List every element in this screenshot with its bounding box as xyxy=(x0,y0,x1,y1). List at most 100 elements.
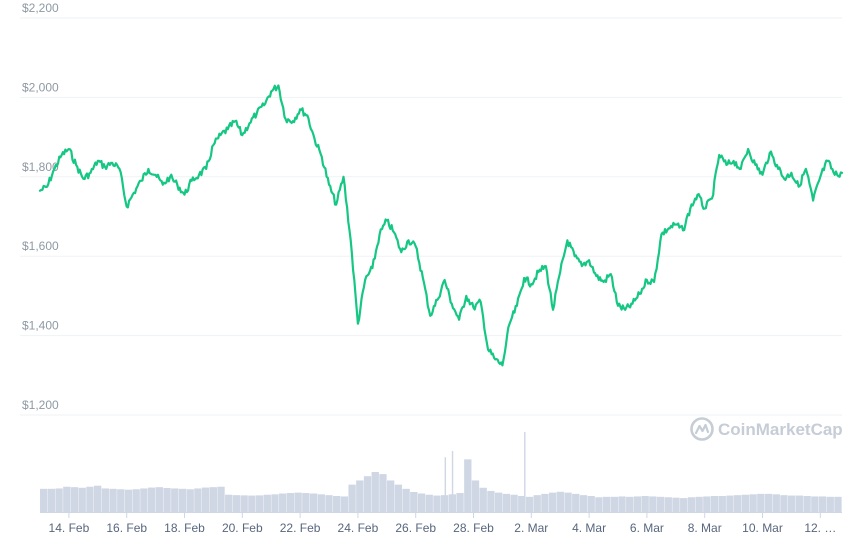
volume-bar xyxy=(803,496,811,512)
volume-bar xyxy=(494,492,503,512)
coinmarketcap-logo-icon xyxy=(690,417,714,441)
volume-bar xyxy=(548,492,557,512)
volume-bar xyxy=(356,480,364,512)
volume-bar xyxy=(40,488,48,512)
volume-bar xyxy=(240,495,248,512)
volume-bar xyxy=(394,484,403,512)
volume-bar xyxy=(186,489,194,512)
volume-bar xyxy=(456,493,464,512)
x-tick-label: 16. Feb xyxy=(106,521,147,535)
y-tick-label: $2,200 xyxy=(22,1,59,15)
volume-bar xyxy=(687,497,696,512)
volume-spike xyxy=(524,432,526,512)
volume-bar xyxy=(86,486,94,512)
volume-bar xyxy=(718,496,726,512)
volume-bar xyxy=(772,494,780,512)
volume-bar xyxy=(672,497,680,512)
volume-bar xyxy=(317,494,325,512)
volume-bar xyxy=(70,487,79,512)
y-tick-label: $1,600 xyxy=(22,239,59,253)
volume-bar xyxy=(703,496,711,512)
x-tick-label: 4. Mar xyxy=(572,521,606,535)
volume-bar xyxy=(487,490,495,512)
volume-bar xyxy=(109,488,117,512)
volume-bar xyxy=(502,493,511,512)
volume-bar xyxy=(402,488,410,512)
volume-bar xyxy=(340,496,349,512)
volume-bars xyxy=(40,432,842,512)
x-tick-label: 20. Feb xyxy=(222,521,263,535)
volume-bar xyxy=(325,495,333,512)
volume-bar xyxy=(649,496,657,512)
volume-bar xyxy=(425,494,433,512)
gridlines xyxy=(20,17,842,416)
volume-bar xyxy=(818,496,827,512)
volume-bar xyxy=(163,488,171,512)
volume-bar xyxy=(379,474,387,512)
volume-bar xyxy=(302,493,310,512)
volume-bar xyxy=(410,492,418,512)
volume-bar xyxy=(595,497,603,512)
y-tick-label: $1,400 xyxy=(22,319,59,333)
volume-bar xyxy=(117,489,125,512)
volume-bar xyxy=(656,496,665,512)
x-tick-label: 8. Mar xyxy=(688,521,722,535)
volume-bar xyxy=(587,496,595,512)
volume-bar xyxy=(63,486,71,512)
volume-bar xyxy=(641,496,649,512)
volume-bar xyxy=(171,488,179,512)
volume-bar xyxy=(294,492,302,512)
volume-bar xyxy=(93,485,102,512)
x-tick-label: 18. Feb xyxy=(164,521,205,535)
volume-bar xyxy=(433,495,441,512)
volume-bar xyxy=(178,488,187,512)
y-tick-label: $2,000 xyxy=(22,80,59,94)
volume-bar xyxy=(263,494,271,512)
x-tick-label: 6. Mar xyxy=(630,521,664,535)
volume-bar xyxy=(124,489,133,512)
volume-bar xyxy=(209,487,217,512)
volume-bar xyxy=(795,495,804,512)
volume-bar xyxy=(155,487,163,512)
volume-bar xyxy=(710,496,719,512)
volume-bar xyxy=(286,493,295,512)
watermark-text: CoinMarketCap xyxy=(718,420,843,439)
volume-bar xyxy=(780,495,788,512)
volume-bar xyxy=(741,494,750,512)
x-tick-label: 14. Feb xyxy=(49,521,90,535)
volume-bar xyxy=(533,495,541,512)
volume-bar xyxy=(834,496,842,512)
coinmarketcap-watermark: CoinMarketCap xyxy=(690,417,843,441)
volume-bar xyxy=(55,488,63,512)
volume-bar xyxy=(680,498,688,512)
volume-bar xyxy=(417,493,426,512)
volume-spike xyxy=(451,450,454,512)
volume-bar xyxy=(279,493,287,512)
volume-bar xyxy=(757,493,765,512)
volume-bar xyxy=(271,494,279,512)
volume-bar xyxy=(579,495,588,512)
volume-bar xyxy=(348,484,356,512)
volume-bar xyxy=(726,495,734,512)
volume-bar xyxy=(147,487,156,512)
volume-bar xyxy=(618,496,626,512)
volume-bar xyxy=(525,496,534,512)
volume-bar xyxy=(471,480,480,512)
volume-bar xyxy=(387,480,395,512)
volume-bar xyxy=(695,496,703,512)
volume-bar xyxy=(541,493,549,512)
volume-bar xyxy=(225,494,233,512)
volume-bar xyxy=(664,497,672,512)
volume-bar xyxy=(510,494,518,512)
y-axis-ticks: $1,200 $1,400 $1,600 $1,800 $2,000 $2,200 xyxy=(22,1,59,412)
price-line xyxy=(38,84,844,367)
x-tick-label: 12. … xyxy=(804,521,836,535)
x-tick-label: 22. Feb xyxy=(280,521,321,535)
volume-bar xyxy=(826,496,834,512)
x-tick-label: 2. Mar xyxy=(514,521,548,535)
volume-bar xyxy=(749,494,757,512)
y-tick-label: $1,800 xyxy=(22,160,59,174)
volume-bar xyxy=(232,495,241,512)
volume-bar xyxy=(132,489,140,512)
